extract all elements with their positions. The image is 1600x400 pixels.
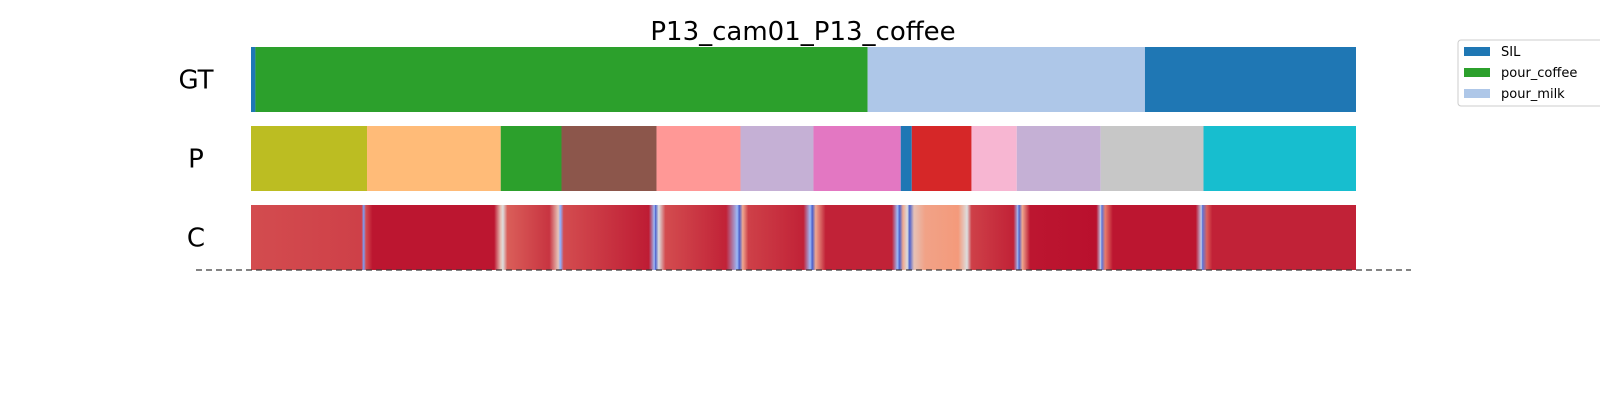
p-segment-2	[500, 126, 562, 191]
gt-segment-2	[867, 47, 1145, 112]
row-label-c: C	[187, 224, 205, 254]
p-segment-5	[740, 126, 814, 191]
legend-swatch-pour-coffee	[1464, 68, 1490, 77]
legend-swatch-sil	[1464, 47, 1490, 56]
confidence-strip	[251, 205, 1356, 270]
gt-segment-0	[251, 47, 256, 112]
p-segment-11	[1100, 126, 1204, 191]
p-segment-9	[971, 126, 1017, 191]
gt-segment-1	[255, 47, 868, 112]
p-segment-3	[561, 126, 657, 191]
row-label-p: P	[188, 145, 204, 175]
p-segment-7	[900, 126, 912, 191]
legend-label-pour-coffee: pour_coffee	[1501, 66, 1577, 81]
p-segment-6	[813, 126, 901, 191]
p-segment-8	[911, 126, 972, 191]
legend: SIL pour_coffee pour_milk	[1457, 39, 1600, 107]
p-segment-0	[251, 126, 368, 191]
legend-label-pour-milk: pour_milk	[1501, 87, 1565, 102]
timeline-rows: GT P C	[178, 47, 1356, 270]
legend-frame	[1457, 39, 1600, 107]
p-segment-10	[1016, 126, 1101, 191]
row-label-gt: GT	[178, 66, 213, 96]
p-segment-1	[367, 126, 501, 191]
p-segment-12	[1203, 126, 1356, 191]
p-segment-4	[656, 126, 741, 191]
legend-swatch-pour-milk	[1464, 89, 1490, 98]
legend-label-sil: SIL	[1501, 45, 1521, 60]
gt-segment-3	[1144, 47, 1356, 112]
chart-title: P13_cam01_P13_coffee	[650, 17, 955, 47]
